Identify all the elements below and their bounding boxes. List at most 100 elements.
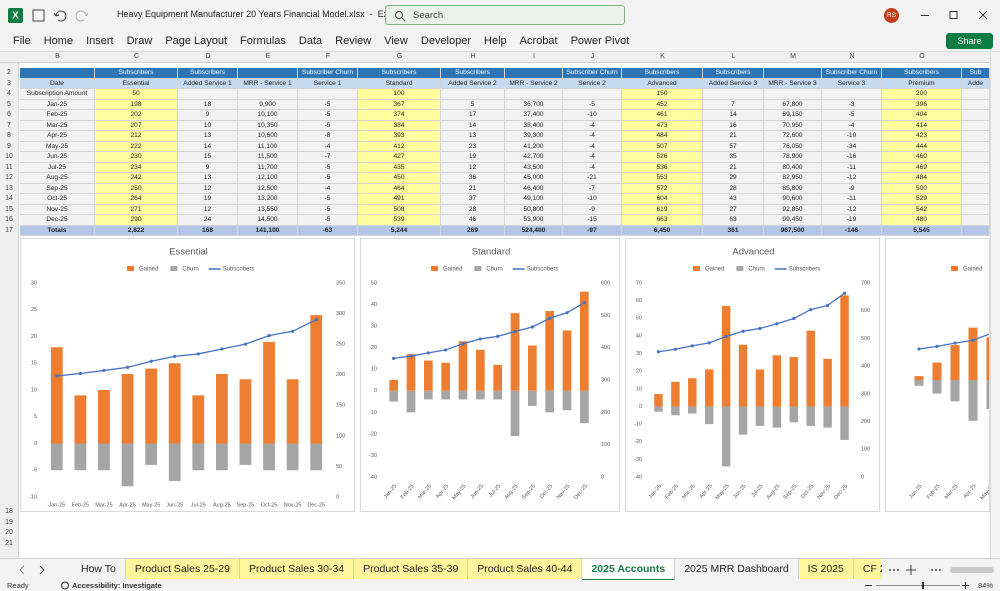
cell[interactable]	[962, 162, 990, 173]
column-letter[interactable]: O	[919, 53, 925, 60]
cell[interactable]: 99,450	[764, 215, 822, 226]
cell[interactable]: 37,400	[505, 110, 563, 121]
cell[interactable]: 41,200	[505, 141, 563, 152]
cell[interactable]: Subscribers	[95, 68, 178, 79]
cell[interactable]: 70,950	[764, 120, 822, 131]
sheet-tab[interactable]: Product Sales 40-44	[468, 559, 583, 579]
undo-icon[interactable]	[53, 10, 67, 22]
cell[interactable]: 19	[441, 152, 505, 163]
cell[interactable]: 500	[882, 183, 962, 194]
cell[interactable]: 230	[95, 152, 178, 163]
column-letter[interactable]: E	[265, 53, 271, 60]
cell[interactable]: Service 1	[298, 78, 358, 89]
ribbon-tab[interactable]: File	[13, 35, 31, 47]
cell[interactable]: 36	[441, 173, 505, 184]
cell[interactable]: 250	[95, 183, 178, 194]
cell[interactable]: 23	[441, 141, 505, 152]
row-number[interactable]: 3	[7, 79, 11, 87]
cell[interactable]: 28	[441, 204, 505, 215]
cell[interactable]: -4	[298, 141, 358, 152]
row-number[interactable]: 5	[7, 100, 11, 108]
cell[interactable]: MRR - Service 1	[238, 78, 298, 89]
save-icon[interactable]	[32, 9, 45, 22]
cell[interactable]	[962, 110, 990, 121]
cell[interactable]: Jan-25	[20, 99, 95, 110]
ribbon-tab[interactable]: Home	[43, 35, 74, 47]
cell[interactable]: 2,822	[95, 225, 178, 236]
cell[interactable]: 11,700	[238, 162, 298, 173]
cell[interactable]: Subscriber Churn	[822, 68, 882, 79]
cell[interactable]: 63	[703, 215, 764, 226]
cell[interactable]	[764, 68, 822, 79]
cell[interactable]: 202	[95, 110, 178, 121]
cell[interactable]	[298, 89, 358, 100]
row-number[interactable]: 14	[5, 195, 13, 202]
sheet-tab[interactable]: IS 2025	[798, 559, 854, 579]
cell[interactable]: 150	[622, 89, 703, 100]
column-letter[interactable]: D	[205, 53, 211, 60]
cell[interactable]: 53,900	[505, 215, 563, 226]
cell[interactable]: 222	[95, 141, 178, 152]
cell[interactable]: 12,100	[238, 173, 298, 184]
cell[interactable]: -5	[298, 120, 358, 131]
cell[interactable]: 10,100	[238, 110, 298, 121]
cell[interactable]: -21	[563, 173, 622, 184]
cell[interactable]: 393	[358, 131, 441, 142]
cell[interactable]: Oct-25	[20, 194, 95, 205]
cell[interactable]: -19	[822, 215, 882, 226]
row-number[interactable]: 7	[7, 121, 11, 129]
cell[interactable]: 13,550	[238, 204, 298, 215]
cell[interactable]: Added Service 1	[178, 78, 238, 89]
cell[interactable]: -4	[822, 120, 882, 131]
user-avatar[interactable]: RS	[884, 8, 899, 23]
cell[interactable]: 12	[441, 162, 505, 173]
cell[interactable]: 10	[178, 120, 238, 131]
cell[interactable]: 92,850	[764, 204, 822, 215]
cell[interactable]: 450	[358, 173, 441, 184]
column-letter[interactable]: M	[790, 53, 796, 60]
cell[interactable]: 78,900	[764, 152, 822, 163]
restore[interactable]	[949, 11, 958, 19]
cell[interactable]: 29	[703, 173, 764, 184]
cell[interactable]: 464	[358, 183, 441, 194]
cell[interactable]: Apr-25	[20, 131, 95, 142]
cell[interactable]	[962, 225, 990, 236]
row-number[interactable]: 16	[5, 216, 13, 223]
cell[interactable]	[441, 89, 505, 100]
column-letter[interactable]: K	[660, 53, 665, 60]
cell[interactable]: -10	[563, 110, 622, 121]
cell[interactable]: 43	[703, 194, 764, 205]
cell[interactable]: 50	[95, 89, 178, 100]
column-letter[interactable]: F	[325, 53, 331, 60]
row-number[interactable]: 2	[7, 69, 11, 76]
cell[interactable]: 10,600	[238, 131, 298, 142]
cell[interactable]: -12	[822, 204, 882, 215]
cell[interactable]: Subscribers	[703, 68, 764, 79]
cell[interactable]: 14,500	[238, 215, 298, 226]
cell[interactable]: 69,150	[764, 110, 822, 121]
cell[interactable]: 57	[703, 141, 764, 152]
cell[interactable]: -9	[563, 204, 622, 215]
cell[interactable]: Mar-25	[20, 120, 95, 131]
cell[interactable]: 435	[358, 162, 441, 173]
sheet-tab[interactable]: Product Sales 35-39	[354, 559, 469, 579]
cell[interactable]: 49,100	[505, 194, 563, 205]
chart[interactable]: Advanced Gained Churn Subscribers -40 -30 -20 -…	[625, 238, 880, 512]
vertical-scrollbar[interactable]	[990, 52, 1000, 558]
ribbon-tab[interactable]: Developer	[420, 35, 472, 47]
chart[interactable]: Standard Gained Churn Subscribers -40 -30 -20 -…	[360, 238, 620, 512]
cell[interactable]	[962, 183, 990, 194]
cell[interactable]: 484	[882, 173, 962, 184]
cell[interactable]: -5	[298, 110, 358, 121]
cell[interactable]: Added Service 2	[441, 78, 505, 89]
cell[interactable]: -15	[563, 215, 622, 226]
cell[interactable]	[962, 194, 990, 205]
cell[interactable]: 35	[703, 152, 764, 163]
row-number[interactable]: 13	[5, 184, 13, 192]
cell[interactable]: -4	[563, 152, 622, 163]
cell[interactable]: -5	[822, 110, 882, 121]
row-number[interactable]: 6	[7, 111, 11, 118]
cell[interactable]: 7	[703, 99, 764, 110]
cell[interactable]: Subscription Amount	[20, 89, 95, 100]
cell[interactable]	[238, 68, 298, 79]
